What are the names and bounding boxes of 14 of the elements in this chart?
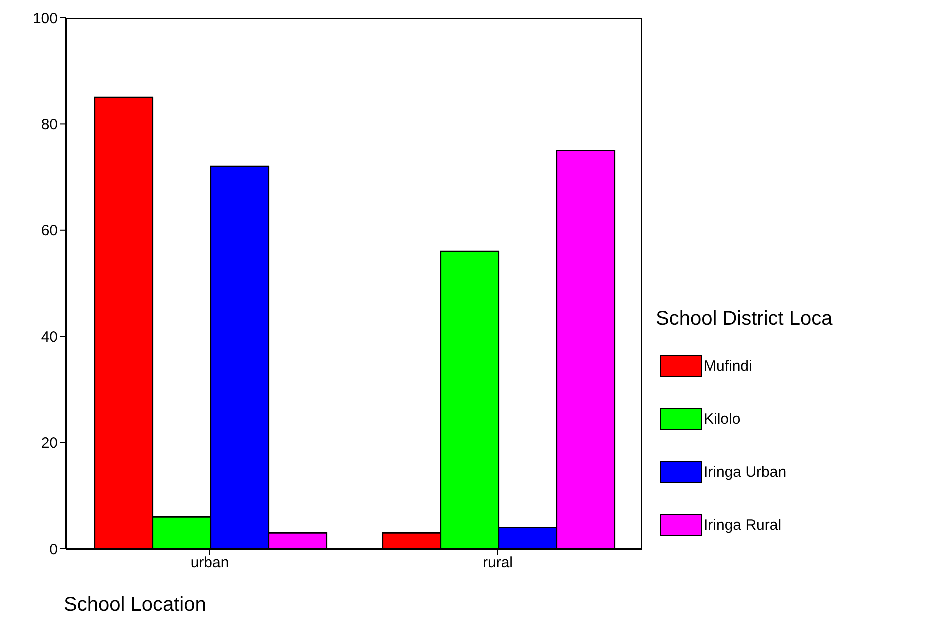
y-tick-label: 60 xyxy=(41,222,58,240)
legend-label: Mufindi xyxy=(704,358,752,374)
legend-label: Iringa Urban xyxy=(704,464,787,480)
y-tick-label: 20 xyxy=(41,435,58,452)
legend-title: School District Loca xyxy=(656,308,833,331)
legend-label: Iringa Rural xyxy=(704,516,782,534)
legend-label: Kilolo xyxy=(704,410,741,428)
x-tick-label: rural xyxy=(482,554,514,572)
y-tick-label: 100 xyxy=(32,10,58,28)
x-tick-label: urban xyxy=(190,554,230,572)
x-axis-title: School Location xyxy=(64,594,206,617)
y-tick-label: 40 xyxy=(41,328,58,346)
y-tick-label: 80 xyxy=(41,116,58,134)
y-tick-label: 0 xyxy=(50,541,58,558)
